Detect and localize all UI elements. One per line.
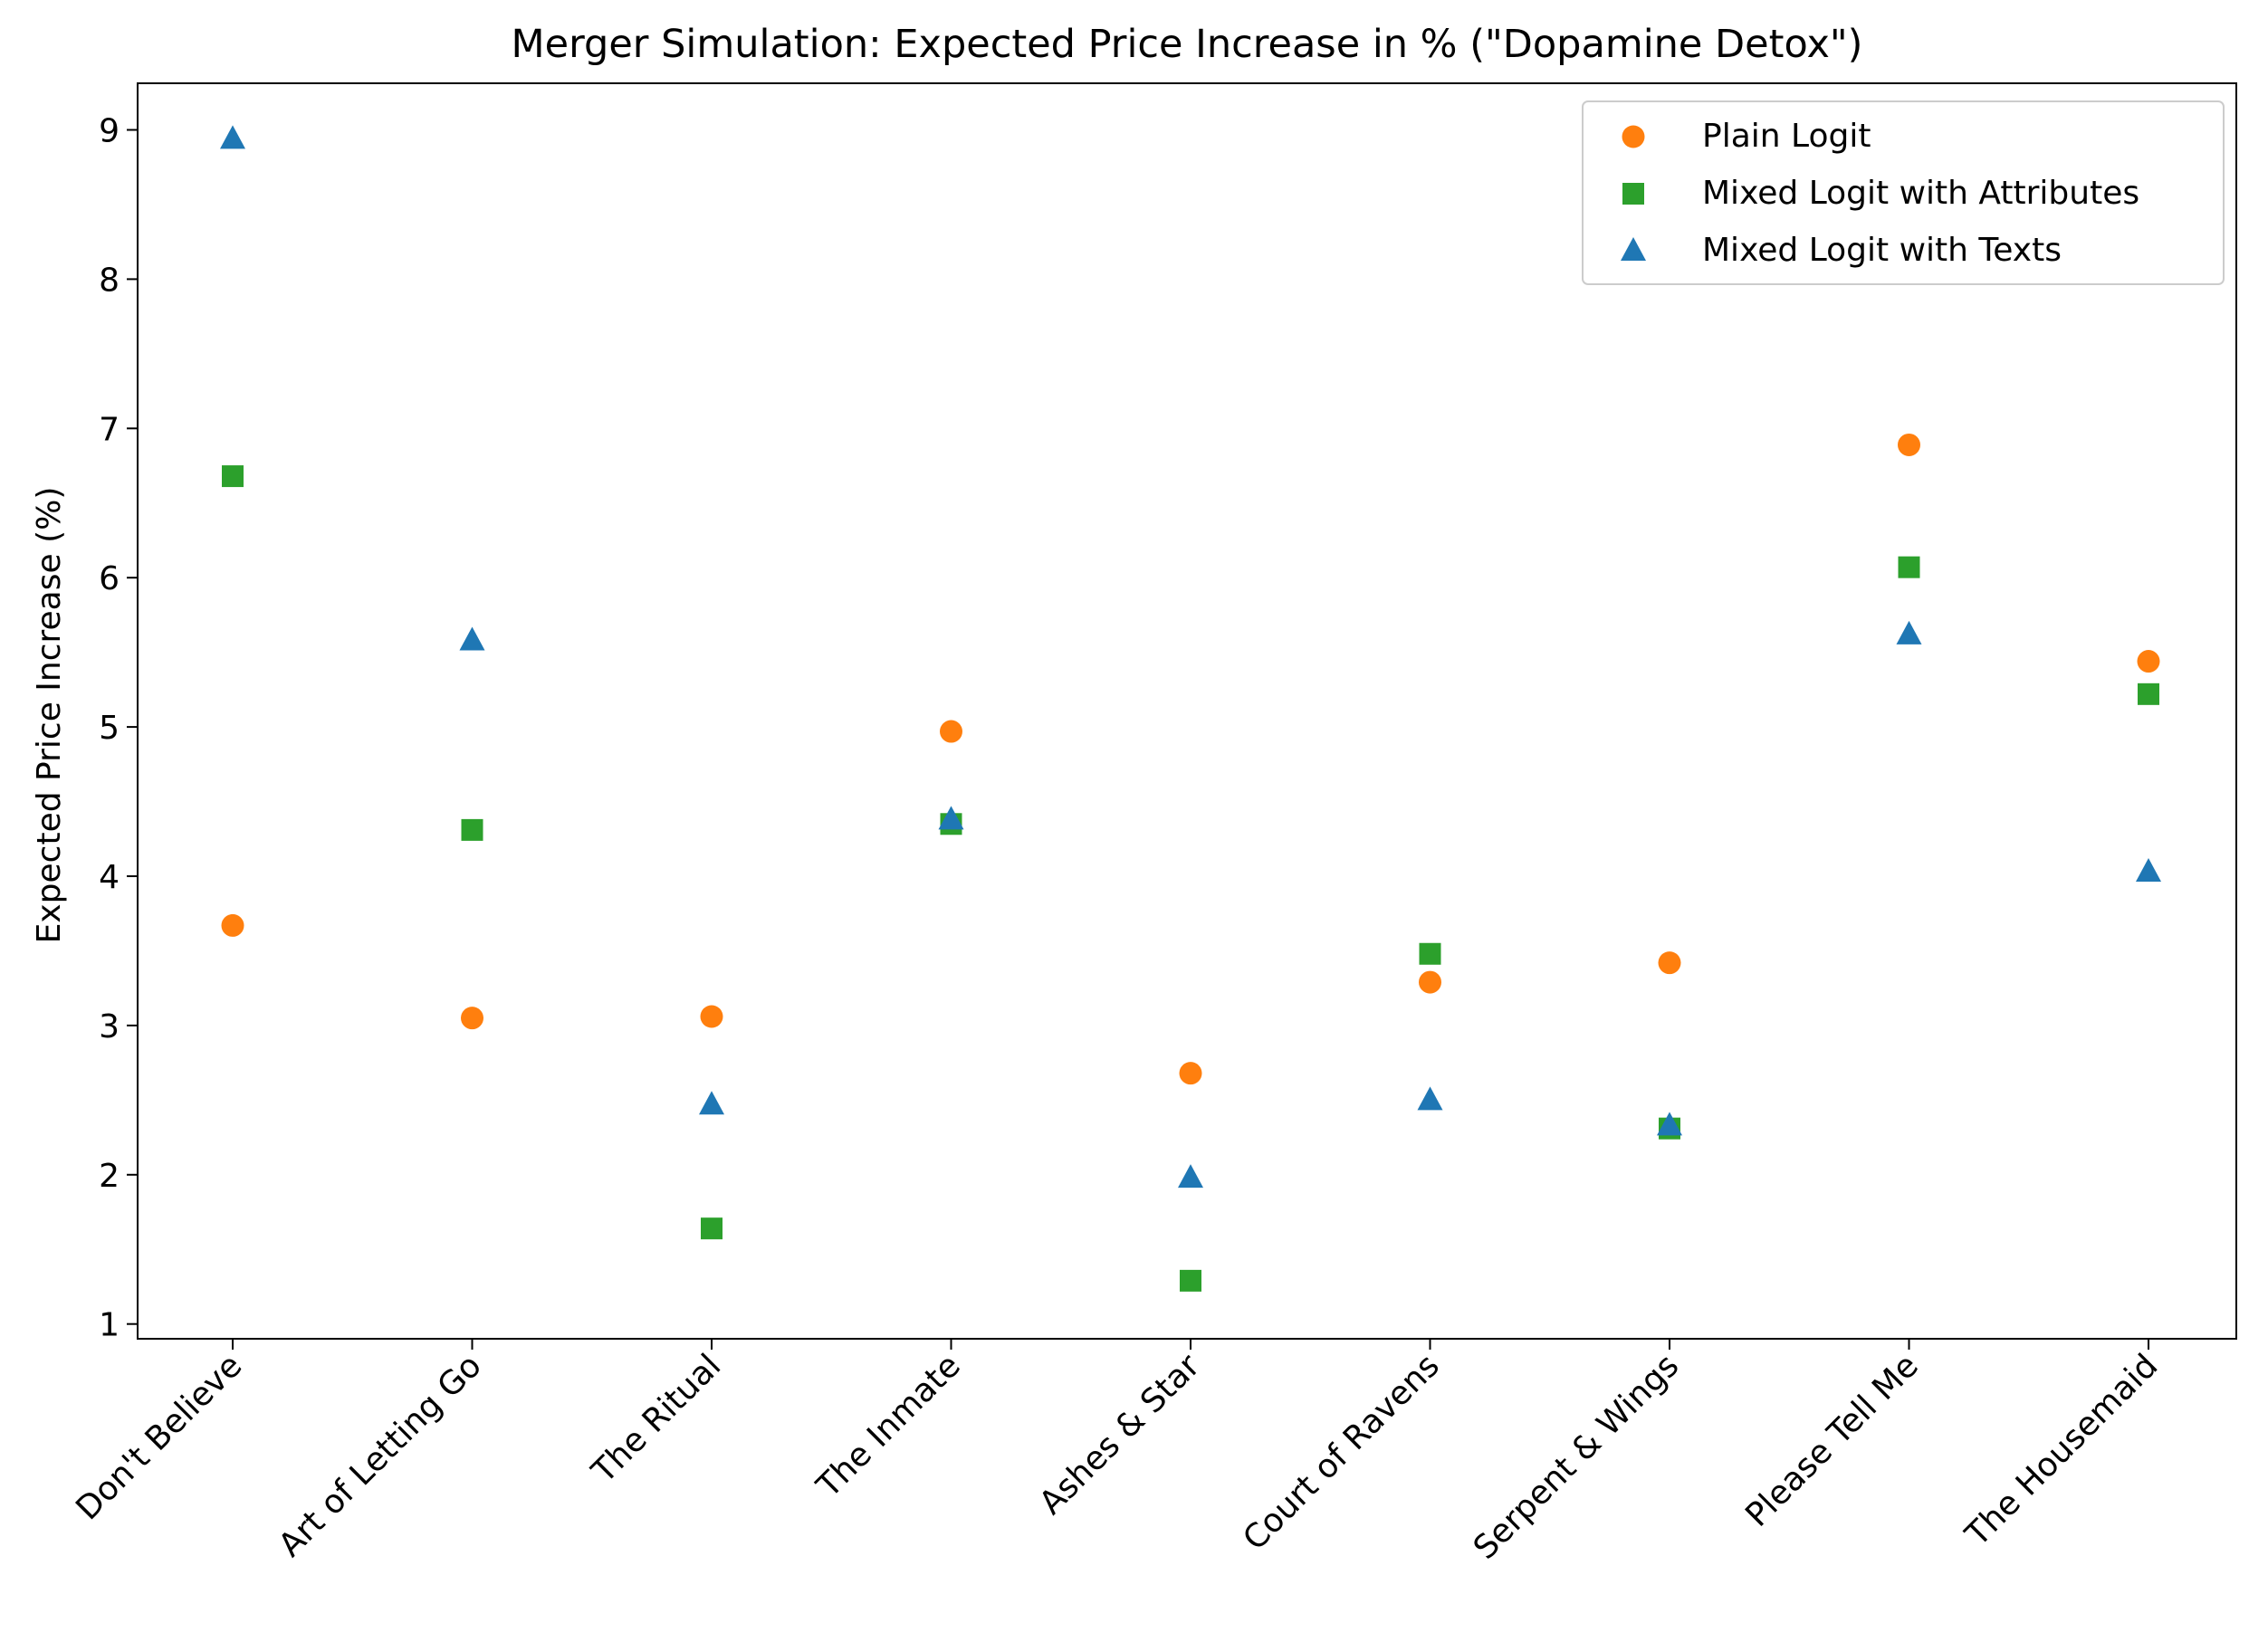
x-tick-label: Please Tell Me bbox=[1738, 1347, 1925, 1533]
y-tick-label: 3 bbox=[99, 1008, 120, 1045]
triangle-point bbox=[1657, 1112, 1682, 1136]
x-tick-label: Art of Letting Go bbox=[272, 1347, 489, 1564]
circle-point bbox=[700, 1005, 723, 1028]
square-point bbox=[222, 465, 244, 488]
y-tick-label: 5 bbox=[99, 710, 120, 747]
y-tick-label: 9 bbox=[99, 113, 120, 150]
legend-label: Mixed Logit with Texts bbox=[1702, 232, 2062, 269]
circle-point bbox=[221, 913, 244, 937]
y-tick-label: 2 bbox=[99, 1158, 120, 1195]
triangle-point bbox=[1417, 1086, 1443, 1111]
triangle-point bbox=[1896, 620, 1922, 644]
circle-point bbox=[1658, 951, 1681, 975]
circle-point bbox=[1179, 1062, 1202, 1085]
circle-point bbox=[1419, 970, 1441, 994]
series-1 bbox=[222, 465, 2159, 1292]
triangle-point bbox=[699, 1091, 724, 1115]
circle-point bbox=[1898, 433, 1920, 456]
x-tick-label: Court of Ravens bbox=[1236, 1347, 1446, 1557]
legend-square-marker bbox=[1622, 183, 1644, 205]
series-2 bbox=[220, 125, 2161, 1189]
square-point bbox=[461, 818, 483, 841]
triangle-point bbox=[459, 626, 485, 651]
chart-title: Merger Simulation: Expected Price Increa… bbox=[512, 22, 1863, 67]
square-point bbox=[1419, 942, 1441, 965]
y-tick-label: 7 bbox=[99, 411, 120, 448]
triangle-point bbox=[938, 806, 964, 830]
square-point bbox=[701, 1217, 723, 1240]
circle-point bbox=[461, 1007, 483, 1030]
circle-point bbox=[2137, 650, 2160, 673]
legend: Plain Logit Mixed Logit with Attributes Mi… bbox=[1582, 100, 2225, 285]
square-point bbox=[1180, 1269, 1201, 1292]
data-points bbox=[220, 125, 2161, 1292]
x-tick-label: Don't Believe bbox=[69, 1347, 249, 1527]
legend-label: Plain Logit bbox=[1702, 118, 1871, 155]
triangle-point bbox=[220, 125, 245, 149]
plot-area-frame bbox=[137, 82, 2237, 1340]
legend-circle-marker bbox=[1622, 125, 1645, 148]
y-tick-label: 6 bbox=[99, 560, 120, 597]
y-tick-label: 8 bbox=[99, 262, 120, 299]
x-tick-label: Ashes & Star bbox=[1032, 1347, 1207, 1522]
y-axis-title: Expected Price Increase (%) bbox=[31, 487, 68, 944]
x-tick-label: Serpent & Wings bbox=[1467, 1347, 1686, 1566]
square-point bbox=[1898, 556, 1920, 578]
square-point bbox=[2138, 683, 2159, 705]
triangle-point bbox=[1178, 1164, 1203, 1189]
axis-ticks: 1 2 3 4 5 6 7 8 9 Don't Believe Art of Letting Go T… bbox=[69, 113, 2165, 1567]
x-tick-label: The Inmate bbox=[809, 1347, 968, 1505]
legend-label: Mixed Logit with Attributes bbox=[1702, 175, 2139, 212]
triangle-point bbox=[2136, 858, 2161, 883]
x-tick-label: The Ritual bbox=[585, 1347, 729, 1491]
legend-triangle-marker bbox=[1621, 237, 1646, 261]
y-tick-label: 4 bbox=[99, 859, 120, 896]
series-0 bbox=[221, 433, 2160, 1085]
x-tick-label: The Housemaid bbox=[1958, 1347, 2166, 1554]
circle-point bbox=[940, 720, 962, 743]
legend-frame bbox=[1582, 100, 2225, 285]
y-tick-label: 1 bbox=[99, 1307, 120, 1344]
